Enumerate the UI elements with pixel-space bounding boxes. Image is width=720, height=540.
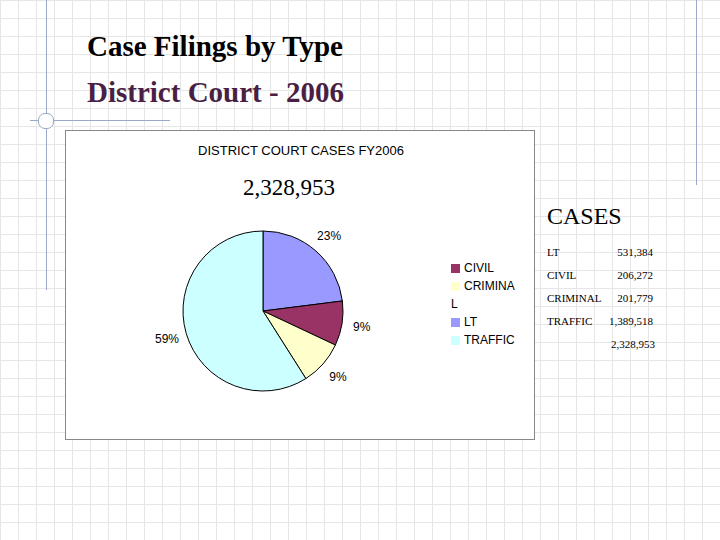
html-text:CIVIL: CIVIL [547,269,577,281]
svg-text:59%: 59% [155,332,179,346]
html-text:2,328,953: 2,328,953 [611,338,655,350]
svg-text:9%: 9% [353,320,371,334]
html-text:2,328,953: 2,328,953 [243,175,335,200]
html-text:LT: LT [547,246,560,258]
html-text:CRIMINAL: CRIMINAL [547,292,602,304]
html-text:DISTRICT COURT CASES FY2006: DISTRICT COURT CASES FY2006 [198,143,404,158]
html-text:District Court - 2006: District Court - 2006 [87,76,344,108]
html-text:531,384: 531,384 [617,246,653,258]
html-text:206,272: 206,272 [617,269,653,281]
html-text:201,779: 201,779 [617,292,653,304]
svg-text:9%: 9% [329,370,347,384]
html-text:LT: LT [464,315,478,329]
html-text:1,389,518: 1,389,518 [609,315,653,327]
html-text:TRAFFIC: TRAFFIC [547,315,593,327]
svg-text:23%: 23% [317,229,341,243]
html-text:CASES: CASES [547,203,622,229]
html-text:TRAFFIC: TRAFFIC [464,333,515,347]
html-text:CRIMINAL: CRIMINAL [451,279,515,311]
html-text:CIVIL: CIVIL [464,261,494,275]
html-text:Case Filings by Type: Case Filings by Type [87,30,343,62]
